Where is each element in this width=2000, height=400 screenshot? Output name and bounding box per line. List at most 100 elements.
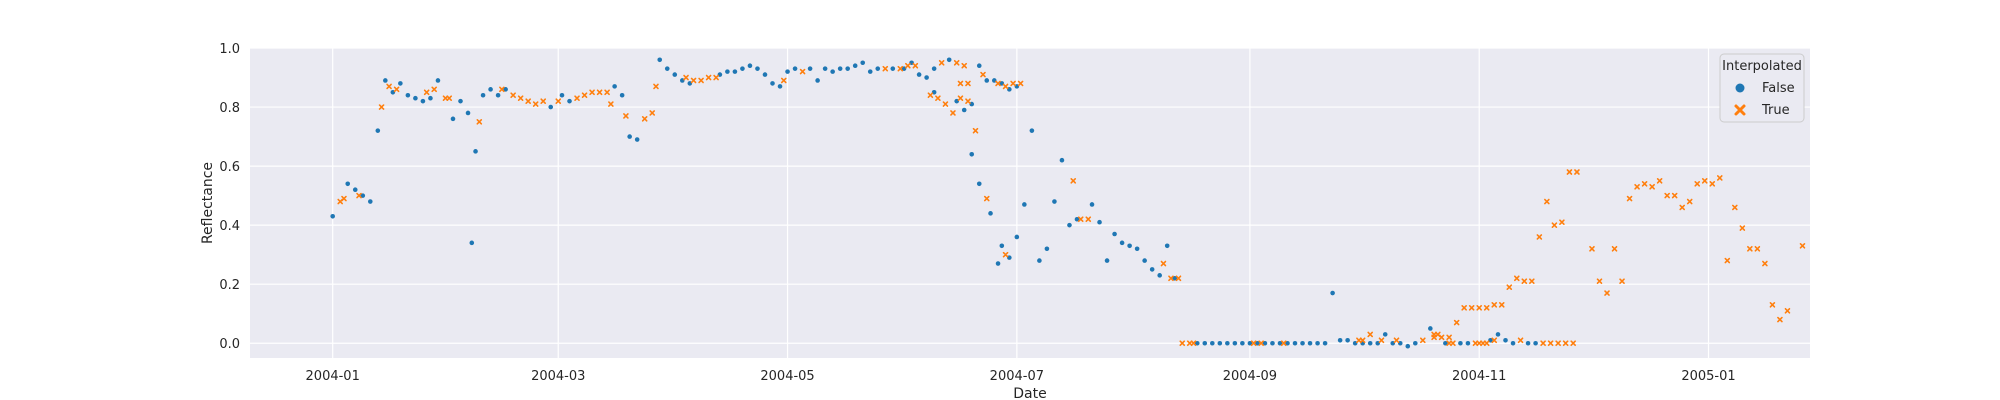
- point-interpolated-true: [683, 74, 689, 81]
- point-interpolated-true: [1446, 334, 1452, 341]
- point-interpolated-true: [1250, 340, 1257, 347]
- point-interpolated-true: [1656, 178, 1663, 184]
- point-interpolated-true: [961, 62, 968, 69]
- point-interpolated-false: [420, 98, 426, 104]
- point-interpolated-false: [1292, 340, 1298, 346]
- point-interpolated-false: [807, 66, 813, 71]
- point-interpolated-true: [1438, 334, 1445, 341]
- point-interpolated-false: [413, 95, 418, 101]
- point-interpolated-false: [924, 75, 929, 80]
- point-interpolated-true: [1450, 340, 1456, 347]
- point-interpolated-true: [972, 127, 979, 134]
- point-interpolated-false: [345, 181, 351, 187]
- point-interpolated-false: [473, 149, 478, 154]
- point-interpolated-false: [1029, 128, 1035, 133]
- y-tick-label: 0.0: [219, 337, 240, 352]
- point-interpolated-true: [965, 80, 971, 87]
- point-interpolated-true: [1540, 340, 1546, 347]
- point-interpolated-false: [999, 243, 1005, 249]
- point-interpolated-false: [1225, 340, 1230, 346]
- point-interpolated-false: [1285, 340, 1290, 346]
- point-interpolated-false: [837, 66, 843, 71]
- x-tick-label: 2004-07: [990, 369, 1044, 384]
- point-interpolated-false: [1097, 219, 1102, 225]
- point-interpolated-false: [822, 66, 828, 71]
- point-interpolated-true: [1491, 337, 1498, 344]
- point-interpolated-false: [1330, 290, 1335, 296]
- point-interpolated-true: [1570, 340, 1576, 347]
- point-interpolated-false: [1533, 340, 1538, 346]
- point-interpolated-true: [935, 95, 941, 101]
- point-interpolated-true: [581, 92, 588, 99]
- point-interpolated-false: [634, 137, 640, 142]
- point-interpolated-false: [1202, 340, 1208, 346]
- legend: Interpolated False True: [1719, 53, 1805, 123]
- plot-background: [250, 48, 1810, 358]
- x-tick-label: 2005-01: [1681, 369, 1735, 384]
- y-axis-label: Reflectance: [200, 162, 216, 244]
- point-interpolated-false: [1089, 202, 1095, 207]
- point-interpolated-false: [465, 110, 471, 116]
- point-interpolated-false: [1307, 340, 1313, 346]
- point-interpolated-true: [525, 98, 531, 104]
- point-interpolated-true: [1732, 204, 1738, 211]
- point-interpolated-false: [755, 66, 760, 71]
- point-interpolated-true: [1686, 198, 1693, 205]
- point-interpolated-false: [1270, 340, 1275, 346]
- point-interpolated-true: [1649, 183, 1655, 190]
- legend-title: Interpolated: [1722, 59, 1802, 74]
- point-interpolated-false: [469, 240, 475, 246]
- point-interpolated-true: [705, 74, 712, 81]
- point-interpolated-false: [961, 107, 967, 113]
- point-interpolated-true: [574, 95, 580, 101]
- point-interpolated-true: [589, 89, 595, 96]
- point-interpolated-true: [1468, 305, 1475, 311]
- point-interpolated-true: [1547, 340, 1554, 347]
- point-interpolated-false: [1052, 199, 1057, 204]
- x-tick-label: 2004-03: [531, 369, 585, 384]
- point-interpolated-false: [1345, 337, 1350, 343]
- point-interpolated-true: [623, 113, 629, 119]
- point-interpolated-false: [458, 98, 463, 104]
- point-interpolated-true: [1168, 275, 1174, 282]
- point-interpolated-true: [1179, 340, 1186, 347]
- point-interpolated-false: [976, 63, 982, 69]
- point-interpolated-false: [383, 78, 388, 83]
- point-interpolated-false: [488, 87, 493, 92]
- point-interpolated-false: [1232, 340, 1238, 346]
- point-interpolated-false: [946, 57, 952, 63]
- point-interpolated-true: [1002, 83, 1009, 90]
- y-tick-label: 0.4: [219, 219, 240, 234]
- point-interpolated-true: [1378, 337, 1385, 344]
- point-interpolated-true: [905, 62, 911, 69]
- point-interpolated-true: [1420, 337, 1426, 344]
- point-interpolated-false: [770, 81, 775, 86]
- point-interpolated-false: [330, 213, 335, 219]
- point-interpolated-true: [517, 95, 524, 101]
- point-interpolated-false: [1044, 246, 1050, 252]
- point-interpolated-false: [503, 87, 508, 92]
- point-interpolated-false: [1525, 340, 1531, 346]
- point-interpolated-false: [1240, 340, 1245, 346]
- y-tick-label: 0.6: [219, 160, 240, 175]
- point-interpolated-false: [867, 69, 873, 74]
- point-interpolated-true: [1664, 192, 1670, 199]
- point-interpolated-true: [1085, 216, 1092, 223]
- point-interpolated-true: [1626, 195, 1633, 202]
- point-interpolated-true: [476, 119, 483, 125]
- point-interpolated-true: [1498, 302, 1505, 308]
- point-interpolated-true: [882, 65, 889, 72]
- point-interpolated-false: [1142, 258, 1147, 263]
- point-interpolated-true: [1175, 275, 1182, 282]
- legend-marker-false: [1735, 83, 1745, 93]
- point-interpolated-false: [1149, 267, 1155, 272]
- point-interpolated-true: [649, 110, 656, 116]
- point-interpolated-false: [815, 78, 820, 83]
- point-interpolated-false: [890, 66, 896, 71]
- point-interpolated-true: [608, 101, 614, 107]
- point-interpolated-true: [1589, 245, 1595, 252]
- point-interpolated-false: [627, 134, 632, 139]
- point-interpolated-true: [356, 192, 362, 199]
- point-interpolated-true: [1431, 334, 1437, 341]
